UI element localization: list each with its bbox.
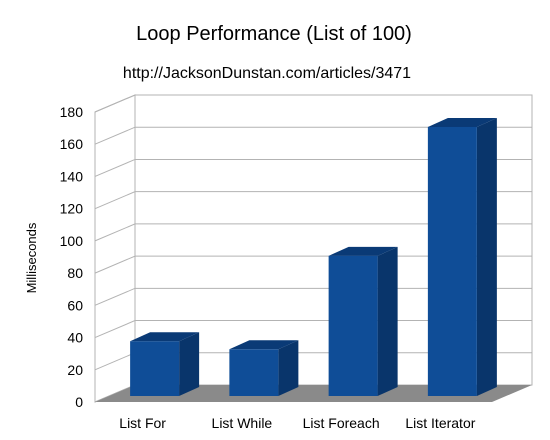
y-tick-label: 160 xyxy=(60,136,84,152)
x-tick-label: List For xyxy=(119,415,166,431)
y-tick-label: 140 xyxy=(60,168,84,184)
y-tick-label: 80 xyxy=(67,265,83,281)
bar-1 xyxy=(229,340,299,396)
bar-side-face xyxy=(476,117,497,396)
bar-0 xyxy=(130,332,200,396)
chart-subtitle: http://JacksonDunstan.com/articles/3471 xyxy=(123,65,411,82)
chart-floor xyxy=(95,385,532,402)
tick-layer: 0 20 40 60 80 100 120 140 160 180 List For List Whi… xyxy=(60,104,476,431)
bar-side-face xyxy=(179,332,200,396)
gridline xyxy=(94,94,532,113)
y-tick-label: 180 xyxy=(60,104,84,120)
side-wall xyxy=(94,94,136,403)
bar-front-face xyxy=(328,255,378,396)
floor-layer xyxy=(95,385,532,402)
gridline xyxy=(94,158,532,177)
bar-top-face xyxy=(130,332,200,342)
y-tick-label: 0 xyxy=(75,394,83,410)
bar-3 xyxy=(427,117,497,396)
y-tick-label: 40 xyxy=(67,330,83,346)
gridline xyxy=(94,223,532,242)
x-tick-label: List While xyxy=(212,415,273,431)
y-axis-label: Milliseconds xyxy=(24,222,39,293)
y-tick-label: 60 xyxy=(67,297,83,313)
y-tick-label: 100 xyxy=(60,233,84,249)
bar-front-face xyxy=(427,126,477,396)
gridline xyxy=(94,320,532,339)
bar-front-face xyxy=(229,349,279,396)
bar-top-face xyxy=(427,117,497,127)
bar-top-face xyxy=(229,340,299,350)
y-tick-label: 20 xyxy=(67,362,83,378)
x-tick-label: List Foreach xyxy=(303,415,380,431)
gridline xyxy=(94,126,532,145)
gridline xyxy=(94,191,532,210)
bar-layer xyxy=(130,117,497,396)
chart-title: Loop Performance (List of 100) xyxy=(136,23,412,45)
y-tick-label: 120 xyxy=(60,201,84,217)
gridline xyxy=(94,255,532,274)
x-tick-label: List Iterator xyxy=(405,415,475,431)
bar-2 xyxy=(328,246,398,396)
bar-front-face xyxy=(130,341,180,396)
bar-top-face xyxy=(328,246,398,256)
bar-side-face xyxy=(278,340,299,396)
bar-side-face xyxy=(377,246,398,396)
gridline xyxy=(94,287,532,306)
